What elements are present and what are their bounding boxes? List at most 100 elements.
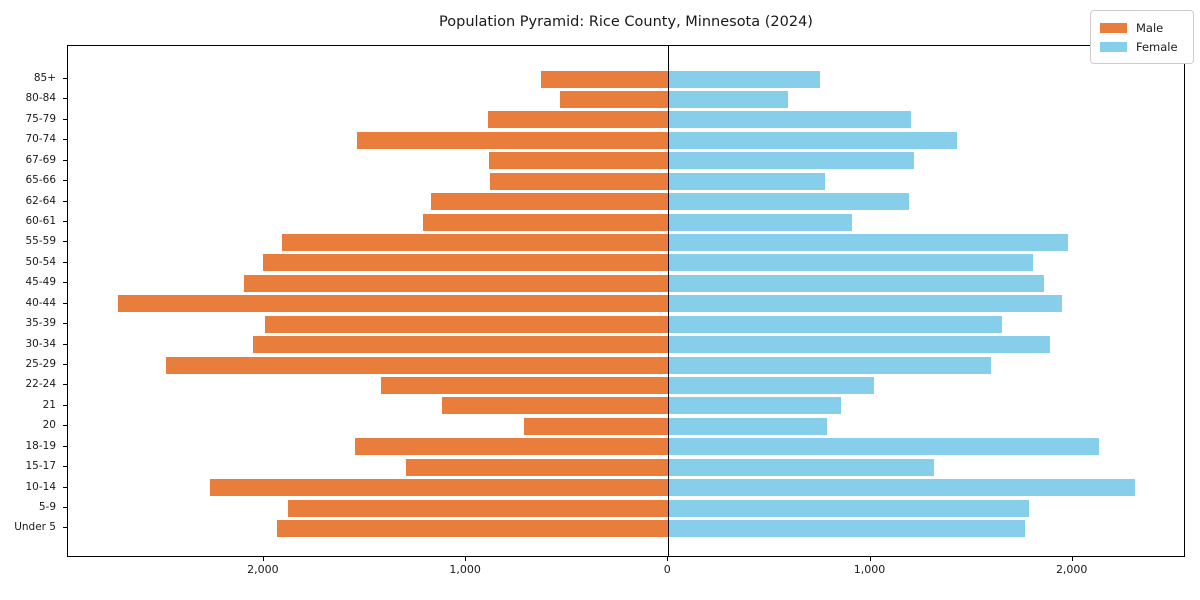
- y-axis-label-10-14: 10-14: [25, 480, 56, 493]
- y-axis-label-18-19: 18-19: [25, 439, 56, 452]
- y-tick: [63, 139, 67, 141]
- x-tick: [667, 557, 669, 561]
- y-tick: [63, 486, 67, 488]
- legend: Male Female: [1090, 10, 1194, 64]
- y-tick: [63, 445, 67, 447]
- x-tick-label: 1,000: [449, 563, 481, 576]
- y-tick: [63, 78, 67, 79]
- female-bar-65-66: [668, 172, 825, 190]
- male-bar-15-17: [406, 458, 669, 476]
- y-tick: [63, 241, 67, 243]
- male-bar-67-69: [489, 152, 669, 170]
- legend-label-male: Male: [1136, 20, 1164, 35]
- y-axis-label-22-24: 22-24: [25, 378, 56, 391]
- zero-axis-line: [667, 46, 670, 556]
- y-axis-label-20: 20: [42, 419, 56, 432]
- y-tick: [63, 323, 67, 325]
- male-bar-25-29: [165, 356, 669, 374]
- male-bar-5-9: [288, 499, 669, 517]
- y-tick: [63, 261, 67, 263]
- male-bar-62-64: [430, 193, 669, 211]
- y-tick: [63, 364, 67, 366]
- female-bar-62-64: [668, 193, 909, 211]
- male-bar-under-5: [277, 519, 669, 537]
- y-axis-label-5-9: 5-9: [38, 501, 56, 514]
- female-bar-40-44: [668, 295, 1062, 313]
- y-tick: [63, 221, 67, 222]
- y-axis-label-25-29: 25-29: [25, 358, 56, 371]
- y-tick: [63, 118, 67, 120]
- female-bar-75-79: [668, 111, 911, 129]
- x-tick-label: 1,000: [853, 563, 886, 576]
- y-tick: [63, 425, 67, 427]
- female-bar-50-54: [668, 254, 1034, 272]
- female-bar-55-59: [668, 233, 1068, 251]
- x-tick-label: 0: [663, 563, 671, 576]
- legend-entry-male: Male: [1100, 18, 1184, 37]
- male-bar-18-19: [354, 438, 669, 456]
- y-axis-label-40-44: 40-44: [25, 296, 56, 309]
- y-axis-label-55-59: 55-59: [25, 235, 56, 248]
- male-color-swatch: [1100, 22, 1127, 33]
- female-bar-25-29: [668, 356, 991, 374]
- female-bar-10-14: [668, 479, 1136, 497]
- male-bar-60-61: [422, 213, 669, 231]
- y-tick: [63, 404, 67, 406]
- y-tick: [63, 466, 67, 468]
- y-axis-label-67-69: 67-69: [25, 153, 56, 166]
- x-tick: [869, 557, 871, 561]
- male-bar-21: [441, 397, 669, 415]
- y-axis-label-15-17: 15-17: [25, 460, 56, 473]
- y-axis-label-50-54: 50-54: [25, 255, 56, 268]
- y-axis-label-70-74: 70-74: [25, 133, 56, 146]
- female-color-swatch: [1100, 41, 1127, 52]
- female-bar-under-5: [668, 519, 1026, 537]
- female-bar-70-74: [668, 131, 958, 149]
- female-bar-45-49: [668, 274, 1045, 292]
- y-axis-label-85+: 85+: [33, 72, 56, 84]
- y-tick: [63, 384, 67, 386]
- male-bar-40-44: [118, 295, 669, 313]
- y-axis-label-65-66: 65-66: [25, 174, 56, 187]
- female-bar-67-69: [668, 152, 914, 170]
- female-bar-60-61: [668, 213, 853, 231]
- female-bar-80-84: [668, 90, 788, 108]
- x-tick-label: 2,000: [247, 563, 279, 576]
- y-axis-label-60-61: 60-61: [25, 215, 56, 227]
- y-axis-label-80-84: 80-84: [25, 92, 56, 105]
- female-bar-21: [668, 397, 842, 415]
- y-axis-label-35-39: 35-39: [25, 317, 56, 330]
- legend-label-female: Female: [1136, 39, 1178, 54]
- y-tick: [63, 200, 67, 202]
- y-axis-label-62-64: 62-64: [25, 194, 56, 207]
- female-bar-85+: [668, 70, 820, 88]
- legend-entry-female: Female: [1100, 37, 1184, 56]
- female-bar-18-19: [668, 438, 1099, 456]
- y-tick: [63, 343, 67, 345]
- x-tick-label: 2,000: [1055, 563, 1088, 576]
- male-bar-10-14: [210, 479, 669, 497]
- y-tick: [63, 507, 67, 509]
- y-tick: [63, 180, 67, 182]
- male-bar-35-39: [264, 315, 669, 333]
- y-tick: [63, 98, 67, 100]
- plot-area: [67, 45, 1185, 557]
- male-bar-65-66: [490, 172, 669, 190]
- x-tick: [1071, 557, 1073, 561]
- male-bar-50-54: [262, 254, 669, 272]
- y-tick: [63, 282, 67, 284]
- male-bar-55-59: [282, 233, 669, 251]
- female-bar-5-9: [668, 499, 1030, 517]
- female-bar-35-39: [668, 315, 1002, 333]
- male-bar-22-24: [381, 376, 669, 394]
- chart-title: Population Pyramid: Rice County, Minneso…: [439, 14, 813, 30]
- y-axis-label-30-34: 30-34: [25, 337, 56, 350]
- y-axis-label-21: 21: [42, 398, 56, 411]
- male-bar-85+: [540, 70, 669, 88]
- y-axis-label-under-5: Under 5: [14, 521, 56, 534]
- y-tick: [63, 159, 67, 161]
- female-bar-22-24: [668, 376, 874, 394]
- female-bar-20: [668, 417, 828, 435]
- male-bar-45-49: [243, 274, 669, 292]
